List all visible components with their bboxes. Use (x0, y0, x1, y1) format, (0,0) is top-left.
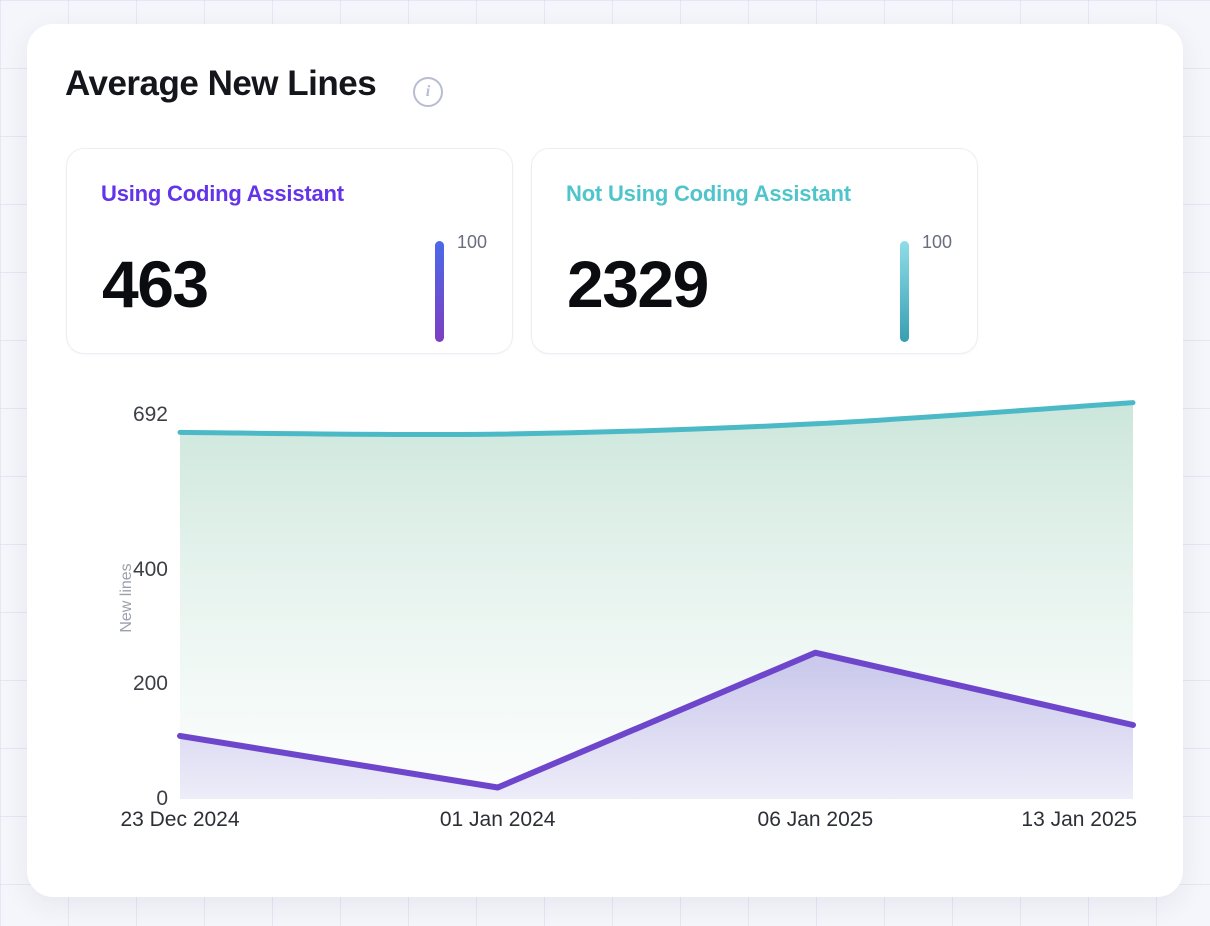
gradient-scale-bar (435, 241, 444, 342)
stat-value: 2329 (567, 247, 709, 321)
scale-max-label: 100 (457, 232, 488, 252)
stat-card-not-using-assistant: Not Using Coding Assistant 2329 100 (531, 148, 978, 354)
stat-label: Using Coding Assistant (101, 181, 344, 206)
scale-max-label: 100 (922, 232, 953, 252)
info-icon[interactable]: i (413, 77, 443, 107)
stat-card-using-assistant: Using Coding Assistant 463 100 (66, 148, 513, 354)
gradient-scale-bar (900, 241, 909, 342)
stat-value: 463 (102, 247, 209, 321)
page-title: Average New Lines (65, 64, 377, 103)
stat-label: Not Using Coding Assistant (566, 181, 851, 206)
